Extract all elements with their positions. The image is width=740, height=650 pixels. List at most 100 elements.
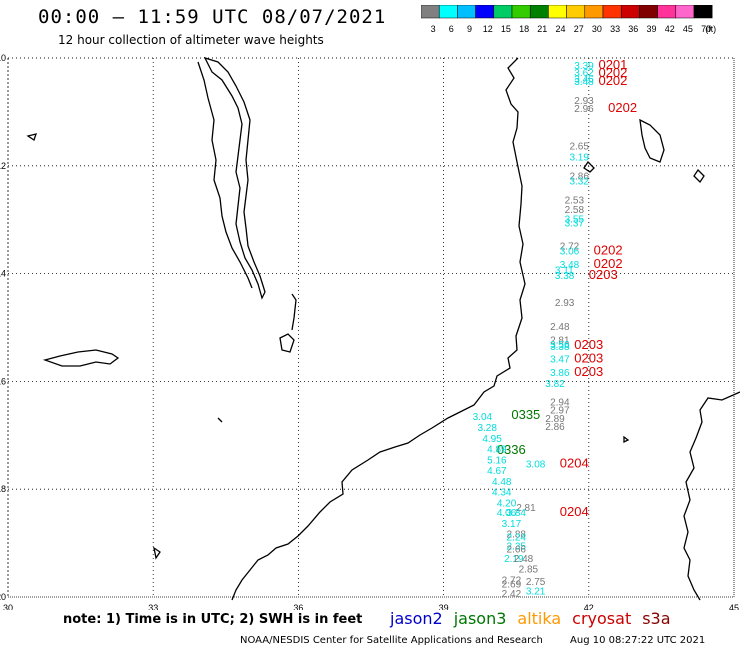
observation-label: 0202	[594, 256, 623, 271]
page-title: 00:00 – 11:59 UTC 08/07/2021	[38, 6, 387, 28]
observation-label: 2.93	[574, 96, 594, 107]
scale-label: 15	[501, 24, 511, 34]
observation-label: 2.72	[502, 576, 522, 587]
observation-label: 5.16	[487, 455, 507, 466]
satellite-legend: jason2 jason3 altika cryosat s3a	[390, 609, 682, 628]
observation-label: 2.42	[502, 589, 522, 600]
legend-jason3: jason3	[453, 609, 507, 628]
lake-cahora-bassa	[42, 349, 120, 367]
legend-s3a: s3a	[642, 609, 671, 628]
observation-label: 3.32	[569, 177, 589, 188]
scale-label: 9	[467, 24, 472, 34]
scale-label: 6	[449, 24, 454, 34]
lon-tick-label: 30	[3, 603, 13, 610]
observation-label: 2.81	[550, 336, 570, 347]
observation-label: 3.17	[502, 519, 522, 530]
observation-label: 3.06	[560, 247, 580, 258]
mainland-coastline	[231, 57, 526, 601]
observation-label: 0202	[598, 73, 627, 88]
scale-label: 3	[431, 24, 436, 34]
observation-label: 2.75	[526, 577, 546, 588]
observation-label: 4.48	[492, 477, 512, 488]
observation-label: 2.48	[550, 322, 570, 333]
observation-label: 2.89	[545, 414, 565, 425]
timestamp-text: Aug 10 08:27:22 UTC 2021	[570, 635, 706, 646]
lat-tick-label: -20	[0, 592, 6, 602]
observation-label: 0203	[574, 364, 603, 379]
observation-label: 0202	[594, 243, 623, 258]
observation-label: 3.48	[560, 260, 580, 271]
observation-label: 3.37	[565, 219, 585, 230]
legend-altika: altika	[517, 609, 562, 628]
observation-label: 2.93	[555, 298, 575, 309]
observation-label: 3.38	[555, 271, 575, 282]
scale-label: 39	[646, 24, 656, 34]
lat-tick-label: -18	[0, 484, 6, 494]
scale-label: 18	[519, 24, 529, 34]
observation-label: 3.38	[550, 342, 570, 353]
observation-label: 4.95	[482, 434, 502, 445]
observation-label: 2.85	[519, 565, 539, 576]
observation-label: 2.97	[550, 406, 570, 417]
observation-label: 2.86	[545, 422, 565, 433]
observation-label: 4.89	[487, 445, 507, 456]
observation-label: 3.39	[574, 61, 594, 72]
observation-label: 0201	[598, 57, 627, 72]
lon-tick-label: 36	[293, 603, 303, 610]
observation-label: 2.24	[507, 532, 527, 543]
observation-label: 3.84	[507, 508, 527, 519]
scale-unit: (ft)	[705, 24, 716, 34]
observation-label: 2.58	[565, 205, 585, 216]
observation-label: 3.56	[550, 340, 570, 351]
lake-malawi-west	[197, 61, 253, 289]
observation-label: 3.47	[550, 355, 570, 366]
footnote: note: 1) Time is in UTC; 2) SWH is in fe…	[63, 612, 363, 627]
lake-chilwa	[279, 333, 295, 353]
wave-height-color-scale: 3 6 9 12 15 18 21 24 27 30 33 36 39 42 45 70(ft)	[421, 5, 716, 34]
map-frame	[7, 57, 735, 598]
credit-text: NOAA/NESDIS Center for Satellite Applica…	[240, 635, 543, 646]
observation-label: 0202	[608, 100, 637, 115]
map-grid	[7, 57, 735, 598]
lon-tick-label: 33	[148, 603, 158, 610]
legend-cryosat: cryosat	[572, 609, 632, 628]
observation-label: 0202	[598, 65, 627, 80]
scale-swatch	[693, 5, 713, 19]
observation-label: 2.72	[560, 241, 580, 252]
observation-label: 3.86	[550, 368, 570, 379]
legend-jason2: jason2	[390, 609, 443, 628]
observation-label: 4.06	[497, 508, 517, 519]
comoros-island-3	[693, 168, 705, 184]
scale-label: 42	[665, 24, 675, 34]
observation-label: 3.19	[569, 152, 589, 163]
comoros-island-1	[639, 118, 665, 163]
observation-label: 2.96	[574, 104, 594, 115]
scale-label: 30	[592, 24, 602, 34]
observation-label: 2.88	[507, 530, 527, 541]
observation-label: 3.11	[555, 266, 574, 277]
lake-tanganyika-tip	[26, 133, 37, 142]
observation-label: 2.81	[516, 503, 536, 514]
observation-label: 2.86	[569, 171, 589, 182]
axis-labels: -10 -12 -14 -16 -18 -2030 33 36 39 42 45	[0, 53, 739, 610]
observation-label: 2.69	[502, 579, 522, 590]
observation-label: 4.20	[497, 498, 517, 509]
observation-label: 3.21	[526, 586, 546, 597]
scale-label: 70	[701, 24, 711, 34]
scale-label: 45	[683, 24, 693, 34]
altimeter-map: -10-12-14-16-18-20303336394245 3.393.623…	[0, 53, 740, 610]
observation-label: 2.66	[507, 544, 527, 555]
observation-label: 0204	[560, 456, 589, 471]
scale-label: 33	[610, 24, 620, 34]
small-feature-1	[153, 546, 161, 560]
observation-label: 0203	[589, 267, 618, 282]
lat-tick-label: -12	[0, 161, 6, 171]
observation-label: 0336	[497, 442, 526, 457]
scale-label: 36	[628, 24, 638, 34]
observation-label: 2.53	[565, 196, 585, 207]
page-subtitle: 12 hour collection of altimeter wave hei…	[58, 33, 324, 47]
observation-label: 3.08	[526, 460, 546, 471]
scale-label: 21	[537, 24, 547, 34]
scale-label: 27	[574, 24, 584, 34]
